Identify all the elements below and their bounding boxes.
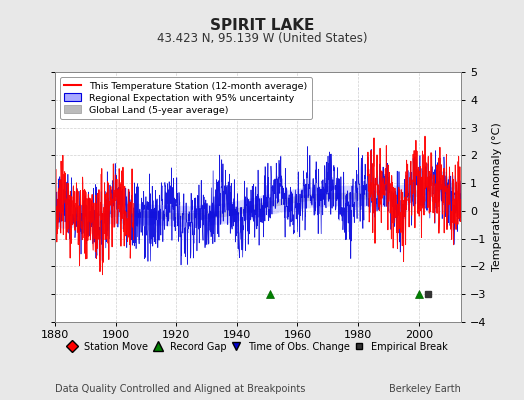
Legend: Station Move, Record Gap, Time of Obs. Change, Empirical Break: Station Move, Record Gap, Time of Obs. C… [66, 339, 451, 355]
Legend: This Temperature Station (12-month average), Regional Expectation with 95% uncer: This Temperature Station (12-month avera… [60, 77, 312, 119]
Text: Berkeley Earth: Berkeley Earth [389, 384, 461, 394]
Text: Data Quality Controlled and Aligned at Breakpoints: Data Quality Controlled and Aligned at B… [55, 384, 305, 394]
Text: SPIRIT LAKE: SPIRIT LAKE [210, 18, 314, 33]
Text: 43.423 N, 95.139 W (United States): 43.423 N, 95.139 W (United States) [157, 32, 367, 45]
Y-axis label: Temperature Anomaly (°C): Temperature Anomaly (°C) [492, 123, 502, 271]
